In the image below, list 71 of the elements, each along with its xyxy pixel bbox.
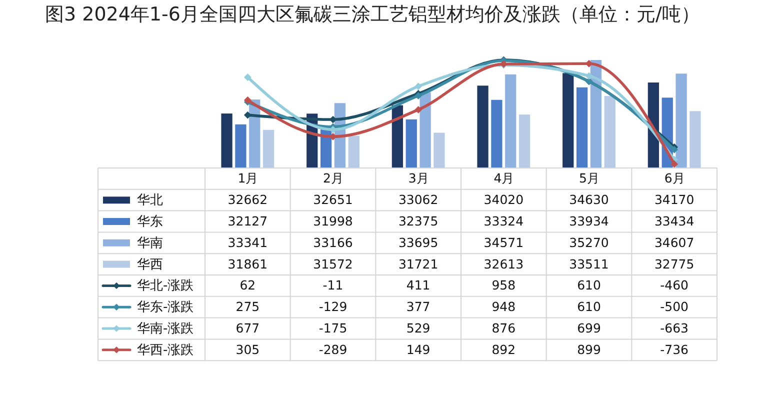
data-label: 610 xyxy=(577,278,601,293)
data-label: 610 xyxy=(577,299,601,314)
data-label: 34170 xyxy=(654,192,694,208)
data-label: 62 xyxy=(240,278,256,293)
data-label: 305 xyxy=(236,342,260,357)
x-tick-label: 3月 xyxy=(408,170,428,186)
x-tick-label: 2月 xyxy=(323,170,343,186)
data-label: -175 xyxy=(318,320,348,336)
data-label: 32375 xyxy=(398,213,438,228)
data-label: -663 xyxy=(660,320,688,336)
data-label: 33341 xyxy=(228,234,268,250)
data-label: 275 xyxy=(236,299,260,314)
data-label: 677 xyxy=(236,320,260,336)
data-label: 149 xyxy=(406,342,430,357)
data-label: 899 xyxy=(577,342,601,357)
data-label: 34607 xyxy=(654,234,694,250)
data-label: 32651 xyxy=(313,192,353,208)
x-tick-label: 6月 xyxy=(664,170,684,186)
legend-label: 华北 xyxy=(137,193,164,208)
data-label: 32662 xyxy=(228,192,268,208)
data-label: -11 xyxy=(322,278,344,293)
point xyxy=(414,82,422,90)
data-label: 892 xyxy=(492,342,516,357)
data-label: 33511 xyxy=(569,256,609,272)
data-label: 699 xyxy=(577,320,601,336)
point xyxy=(244,74,252,81)
data-label: 411 xyxy=(406,278,430,293)
data-label: 958 xyxy=(492,278,516,293)
data-label: 34571 xyxy=(484,234,524,250)
legend-label: 华北-涨跌 xyxy=(137,278,194,294)
point xyxy=(585,72,593,80)
data-label: 31998 xyxy=(313,213,353,228)
data-label: 33324 xyxy=(484,213,524,228)
legend-label: 华东 xyxy=(137,214,164,230)
x-tick-label: 5月 xyxy=(579,170,599,186)
legend-label: 华南-涨跌 xyxy=(137,321,194,336)
data-label: 31572 xyxy=(313,256,353,272)
data-label: 33434 xyxy=(654,213,694,228)
chart-title: 图3 2024年1-6月全国四大区氟碳三涂工艺铝型材均价及涨跌（单位：元/吨） xyxy=(45,3,700,26)
point xyxy=(414,106,422,114)
data-label: 32127 xyxy=(228,213,268,228)
data-label: -736 xyxy=(660,342,689,357)
data-label: 32775 xyxy=(654,256,694,272)
data-label: 31861 xyxy=(228,256,268,272)
x-tick-label: 1月 xyxy=(238,170,258,186)
point xyxy=(670,146,678,154)
data-label: 31721 xyxy=(398,256,438,272)
data-label: 34020 xyxy=(484,192,524,208)
data-label: 32613 xyxy=(484,256,524,272)
data-label: 377 xyxy=(406,299,430,314)
data-label: 34630 xyxy=(569,192,609,208)
data-label: 948 xyxy=(492,299,516,314)
point xyxy=(670,160,678,168)
data-label: -289 xyxy=(318,342,348,357)
x-tick-label: 4月 xyxy=(494,170,514,186)
data-label: 33062 xyxy=(398,192,438,208)
legend-label: 华南 xyxy=(137,236,164,251)
data-label: 35270 xyxy=(569,234,609,250)
data-label: -129 xyxy=(318,299,348,314)
data-label: -460 xyxy=(660,278,689,293)
data-label: 529 xyxy=(406,320,430,336)
legend-label: 华东-涨跌 xyxy=(137,300,194,316)
data-label: 876 xyxy=(492,320,516,336)
data-label: -500 xyxy=(660,299,689,314)
data-label: 33166 xyxy=(313,234,353,250)
legend-label: 华西-涨跌 xyxy=(137,342,194,358)
point xyxy=(244,111,252,119)
legend-label: 华西 xyxy=(137,257,164,272)
point xyxy=(329,116,337,124)
data-label: 33695 xyxy=(398,234,438,250)
data-label: 33934 xyxy=(569,213,609,228)
